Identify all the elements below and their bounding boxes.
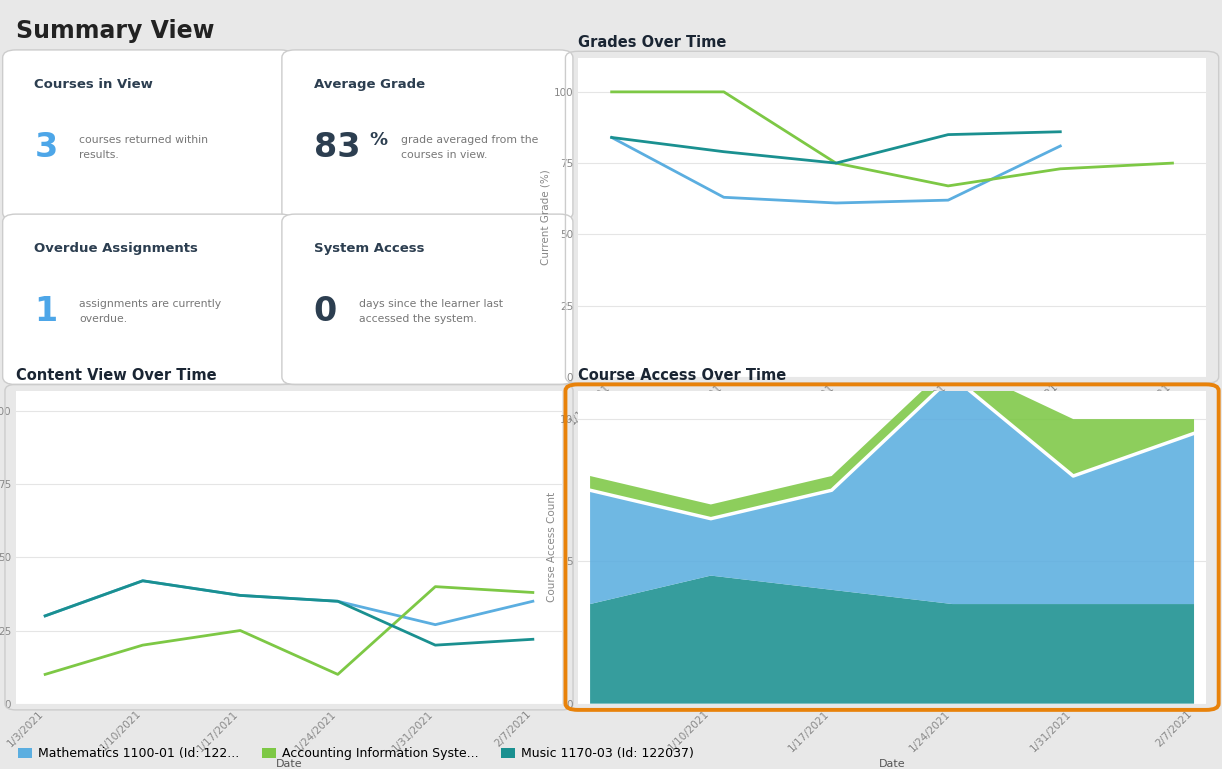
X-axis label: Date: Date — [276, 759, 302, 769]
FancyBboxPatch shape — [2, 50, 293, 221]
Y-axis label: Current Grade (%): Current Grade (%) — [541, 169, 551, 265]
FancyBboxPatch shape — [2, 214, 293, 384]
FancyBboxPatch shape — [282, 50, 573, 221]
Text: Content View Over Time: Content View Over Time — [16, 368, 216, 382]
Text: courses returned within
results.: courses returned within results. — [79, 135, 209, 160]
Text: grade averaged from the
courses in view.: grade averaged from the courses in view. — [401, 135, 539, 160]
Text: Summary View: Summary View — [16, 19, 214, 43]
Legend: Mathematics 1100-01 (Id: 122..., Accounting Information Syste..., Music 1170-03 : Mathematics 1100-01 (Id: 122..., Account… — [18, 747, 694, 761]
Text: System Access: System Access — [314, 242, 424, 255]
Text: Course Access Over Time: Course Access Over Time — [578, 368, 786, 382]
Text: assignments are currently
overdue.: assignments are currently overdue. — [79, 299, 221, 324]
X-axis label: Date: Date — [879, 759, 906, 769]
Text: Courses in View: Courses in View — [34, 78, 153, 91]
Text: 83: 83 — [314, 131, 360, 164]
Text: 3: 3 — [34, 131, 57, 164]
Text: 1: 1 — [34, 295, 57, 328]
Text: %: % — [369, 131, 387, 148]
FancyBboxPatch shape — [282, 214, 573, 384]
Y-axis label: Course Access Count: Course Access Count — [547, 492, 557, 602]
Text: 0: 0 — [314, 295, 337, 328]
X-axis label: Date: Date — [879, 432, 906, 442]
Text: Overdue Assignments: Overdue Assignments — [34, 242, 198, 255]
Text: Grades Over Time: Grades Over Time — [578, 35, 726, 49]
Text: days since the learner last
accessed the system.: days since the learner last accessed the… — [358, 299, 502, 324]
Text: Average Grade: Average Grade — [314, 78, 425, 91]
